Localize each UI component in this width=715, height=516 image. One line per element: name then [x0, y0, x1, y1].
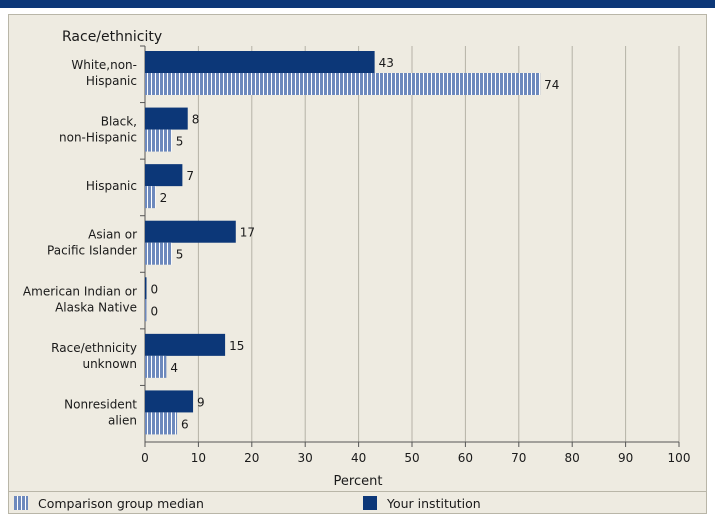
- bar-value-label: 0: [151, 282, 159, 296]
- bar-your-institution: [145, 277, 147, 300]
- bar-your-institution: [145, 51, 375, 73]
- y-category-label: Pacific Islander: [47, 244, 137, 258]
- bar-value-label: 2: [160, 191, 168, 205]
- y-category-label: Hispanic: [86, 179, 137, 193]
- header-bar: [0, 0, 715, 8]
- y-category-label: non-Hispanic: [59, 131, 137, 145]
- bar-your-institution: [145, 390, 194, 413]
- x-tick-label: 100: [668, 451, 691, 465]
- bar-value-label: 7: [186, 169, 194, 183]
- bar-value-label: 6: [181, 417, 189, 431]
- y-category-label: Race/ethnicity: [51, 341, 137, 355]
- x-tick-label: 70: [511, 451, 526, 465]
- bar-comparison-median: [145, 186, 156, 209]
- legend-comparison: Comparison group median: [14, 494, 204, 512]
- bar-chart: 0 10 20 30 40 50 60 70 80 90 1004374White,non-Hisp…: [23, 29, 691, 489]
- bar-value-label: 9: [197, 395, 205, 409]
- y-category-label: Alaska Native: [55, 300, 137, 314]
- y-category-label: Hispanic: [86, 74, 137, 88]
- bar-your-institution: [145, 164, 183, 187]
- bar-value-label: 5: [176, 248, 184, 262]
- y-category-label: Black,: [101, 115, 137, 129]
- bar-value-label: 0: [151, 304, 159, 318]
- y-category-label: White,non-: [71, 58, 137, 72]
- x-tick-label: 30: [298, 451, 313, 465]
- bar-value-label: 17: [240, 226, 255, 240]
- bar-comparison-median: [145, 412, 178, 435]
- bar-value-label: 43: [379, 56, 394, 70]
- bar-value-label: 4: [170, 361, 178, 375]
- x-tick-label: 60: [458, 451, 473, 465]
- bar-comparison-median: [145, 355, 167, 378]
- institution-swatch: [363, 496, 377, 510]
- chart-panel: [8, 14, 707, 514]
- bar-your-institution: [145, 107, 188, 130]
- legend-comparison-label: Comparison group median: [38, 495, 204, 511]
- bar-your-institution: [145, 333, 226, 356]
- comparison-swatch: [14, 496, 28, 510]
- y-category-label: unknown: [82, 357, 137, 371]
- bar-comparison-median: [145, 242, 172, 265]
- bar-value-label: 15: [229, 339, 244, 353]
- y-category-label: American Indian or: [23, 284, 137, 298]
- x-tick-label: 80: [565, 451, 580, 465]
- bar-value-label: 74: [544, 78, 559, 92]
- bar-comparison-median: [145, 299, 147, 322]
- x-tick-label: 50: [404, 451, 419, 465]
- y-category-label: Nonresident: [64, 397, 137, 411]
- bar-your-institution: [145, 220, 236, 243]
- y-category-label: Asian or: [88, 228, 137, 242]
- x-tick-label: 40: [351, 451, 366, 465]
- bar-value-label: 5: [176, 135, 184, 149]
- legend-institution: Your institution: [363, 494, 481, 512]
- x-tick-label: 20: [244, 451, 259, 465]
- bar-comparison-median: [145, 129, 172, 152]
- legend-institution-label: Your institution: [387, 495, 481, 511]
- x-tick-label: 0: [141, 451, 149, 465]
- x-tick-label: 10: [191, 451, 206, 465]
- x-tick-label: 90: [618, 451, 633, 465]
- y-category-label: alien: [108, 413, 137, 427]
- x-axis-label: Percent: [334, 474, 383, 489]
- chart-title: Race/ethnicity: [62, 29, 162, 45]
- legend-divider: [8, 491, 707, 492]
- bar-value-label: 8: [192, 113, 200, 127]
- bar-comparison-median: [145, 73, 541, 95]
